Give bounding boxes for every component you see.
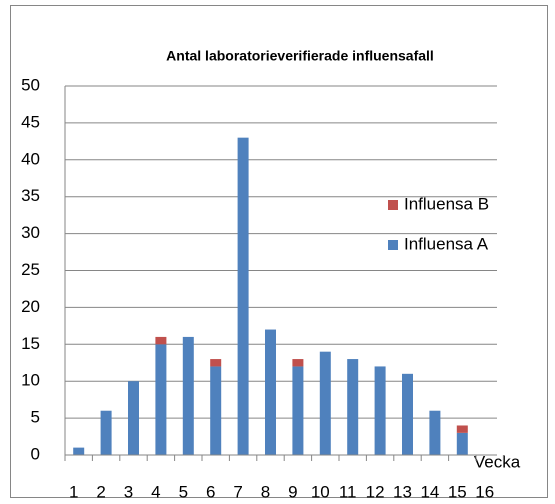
y-tick-label: 45: [21, 112, 40, 131]
y-tick-label: 0: [31, 444, 40, 463]
bar-segment: [319, 351, 331, 455]
x-tick-label: 5: [179, 482, 188, 501]
bar-segment: [402, 373, 413, 455]
y-tick-label: 15: [21, 334, 40, 353]
x-tick-label: 6: [206, 482, 215, 501]
x-tick-label: 8: [261, 482, 270, 501]
bar-segment: [429, 410, 441, 455]
x-tick-label: 4: [151, 482, 160, 501]
y-tick-label: 25: [21, 260, 40, 279]
bar-segment: [155, 336, 167, 345]
bar-segment: [155, 344, 167, 455]
bar-segment: [182, 336, 194, 455]
chart-frame: [10, 5, 548, 498]
bar-segment: [265, 329, 276, 455]
bar-segment: [347, 359, 359, 455]
x-tick-label: 3: [124, 482, 133, 501]
x-tick-label: 13: [393, 482, 412, 501]
x-tick-label: 14: [420, 482, 439, 501]
x-tick-label: 1: [69, 482, 78, 501]
bar-segment: [456, 432, 468, 455]
y-tick-label: 35: [21, 186, 40, 205]
bar-segment: [210, 366, 222, 455]
bar-segment: [100, 410, 112, 455]
bar-segment: [456, 425, 468, 433]
bar-segment: [73, 447, 85, 455]
x-axis-label: Vecka: [474, 452, 521, 471]
x-tick-label: 11: [339, 482, 357, 501]
bar-segment: [128, 381, 139, 455]
x-tick-label: 7: [233, 482, 242, 501]
bar-segment: [292, 359, 304, 367]
x-tick-label: 16: [475, 482, 494, 501]
legend-swatch: [388, 240, 398, 250]
legend-label: Influensa B: [404, 194, 489, 213]
x-tick-label: 9: [288, 482, 297, 501]
bar-segment: [374, 366, 386, 455]
chart-title: Antal laboratorieverifierade influensafa…: [166, 48, 434, 64]
y-tick-label: 30: [21, 223, 40, 242]
bar-segment: [237, 137, 249, 455]
x-tick-label: 12: [366, 482, 385, 501]
y-tick-label: 10: [21, 371, 40, 390]
y-tick-label: 40: [21, 149, 40, 168]
y-tick-label: 20: [21, 297, 40, 316]
x-tick-label: 15: [448, 482, 467, 501]
x-tick-label: 10: [311, 482, 330, 501]
legend-swatch: [388, 200, 398, 210]
bar-segment: [292, 366, 304, 455]
x-tick-label: 2: [96, 482, 105, 501]
bar-segment: [210, 359, 222, 367]
y-tick-label: 5: [31, 408, 40, 427]
legend-label: Influensa A: [404, 234, 489, 253]
y-tick-label: 50: [21, 75, 40, 94]
